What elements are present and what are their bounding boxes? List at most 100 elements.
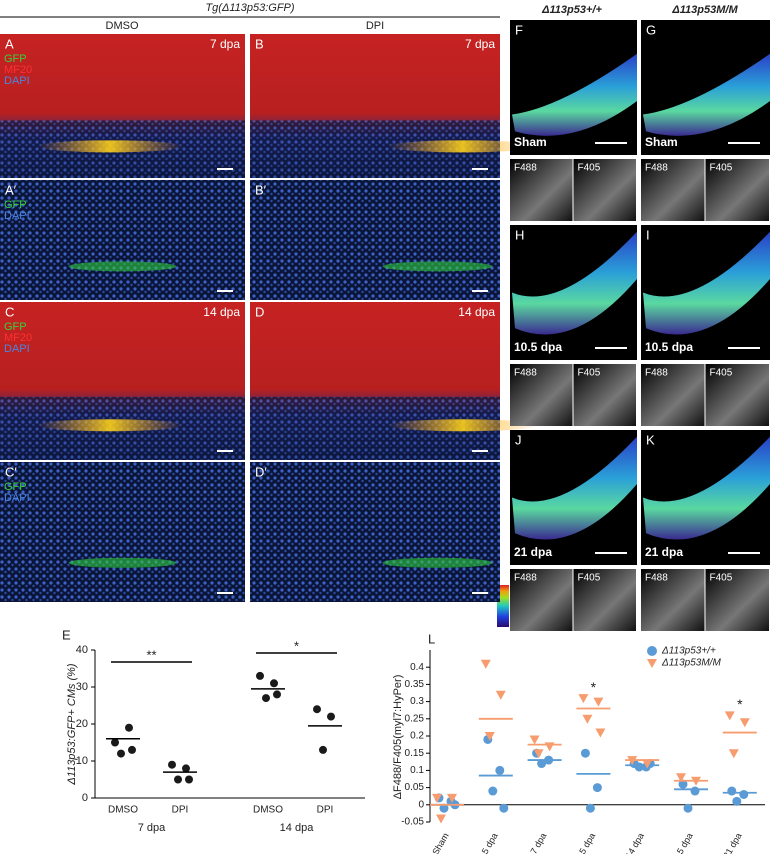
stain-label: GFP xyxy=(4,481,27,493)
channel-label: F405 xyxy=(710,573,733,584)
channel-image xyxy=(641,159,705,221)
data-point xyxy=(642,759,653,769)
y-tick-label: 0.3 xyxy=(410,696,424,707)
data-point xyxy=(595,728,606,738)
y-axis-label: Δ113p53:GFP+ CMs (%) xyxy=(66,663,78,786)
panel-letter: I xyxy=(646,227,650,242)
panel-letter: J xyxy=(515,432,522,447)
micrograph xyxy=(0,462,245,602)
significance-label: * xyxy=(591,679,597,695)
condition-label: 10.5 dpa xyxy=(645,340,693,354)
condition-label: 21 dpa xyxy=(514,545,552,559)
legend-label: Δ113p53M/M xyxy=(661,658,721,669)
y-tick-label: 30 xyxy=(76,681,88,693)
figure-title: Tg(Δ113p53:GFP) xyxy=(205,2,294,14)
data-point xyxy=(495,690,506,700)
data-point xyxy=(739,718,750,728)
panel-letter: F xyxy=(515,22,523,37)
x-tick-label: 10.5 dpa xyxy=(571,831,597,854)
data-point xyxy=(273,690,281,699)
column-label: DPI xyxy=(366,20,384,32)
data-point xyxy=(439,803,449,813)
channel-label: F488 xyxy=(645,573,668,584)
data-point xyxy=(582,714,593,724)
significance-label: * xyxy=(737,696,743,712)
y-tick-label: 0 xyxy=(82,792,88,804)
gfp-signal xyxy=(68,261,177,272)
panel-letter: C′ xyxy=(5,464,17,479)
data-point xyxy=(182,764,190,773)
data-point xyxy=(185,775,193,784)
panel-letter: G xyxy=(646,22,656,37)
x-tick-label: 14 dpa xyxy=(624,831,646,854)
data-point xyxy=(727,786,737,796)
hyper-signal xyxy=(643,231,770,335)
data-point xyxy=(262,694,270,703)
channel-label: F405 xyxy=(578,573,601,584)
channel-label: F405 xyxy=(710,368,733,379)
data-point xyxy=(676,773,686,783)
data-point xyxy=(270,679,278,688)
panel-letter: B′ xyxy=(255,182,267,197)
significance-label: ** xyxy=(146,647,156,662)
stain-label: MF20 xyxy=(4,64,32,76)
panel-letter: K xyxy=(646,432,655,447)
data-point xyxy=(128,745,136,754)
data-point xyxy=(537,759,547,769)
channel-label: F488 xyxy=(645,163,668,174)
panel-letter: A′ xyxy=(5,182,17,197)
genotype-label: Δ113p53+/+ xyxy=(541,4,602,16)
x-tick-label: DPI xyxy=(317,805,334,816)
y-axis-label: ΔF488/F405(myl7:HyPer) xyxy=(392,675,404,800)
channel-image xyxy=(705,159,769,221)
stain-label: GFP xyxy=(4,53,27,65)
column-label: DMSO xyxy=(106,20,139,32)
data-point xyxy=(117,749,125,758)
channel-image xyxy=(573,569,636,631)
channel-image xyxy=(705,569,769,631)
condition-label: Sham xyxy=(645,135,678,149)
data-point xyxy=(739,789,749,799)
gfp-signal xyxy=(382,557,493,568)
data-point xyxy=(580,748,590,758)
legend-marker xyxy=(647,646,657,656)
group-label: 14 dpa xyxy=(280,822,315,834)
panel-letter: D′ xyxy=(255,464,267,479)
group-label: 7 dpa xyxy=(138,822,166,834)
data-point xyxy=(499,803,509,813)
data-point xyxy=(683,803,693,813)
hyper-signal xyxy=(512,53,637,136)
panel-letter: C xyxy=(5,304,14,319)
time-label: 7 dpa xyxy=(465,37,495,51)
legend-label: Δ113p53+/+ xyxy=(661,646,716,657)
panel-letter: A xyxy=(5,36,14,51)
stain-label: DAPI xyxy=(4,210,30,222)
gfp-signal xyxy=(387,140,538,153)
panel-letter: L xyxy=(428,631,435,646)
data-point xyxy=(690,786,700,796)
gfp-signal xyxy=(36,140,184,153)
channel-label: F488 xyxy=(514,163,537,174)
data-point xyxy=(480,659,491,669)
data-point xyxy=(593,697,604,707)
data-point xyxy=(728,749,739,759)
micrograph xyxy=(0,180,245,300)
stain-label: DAPI xyxy=(4,492,30,504)
y-tick-label: 0 xyxy=(418,799,424,810)
stain-label: GFP xyxy=(4,199,27,211)
time-label: 7 dpa xyxy=(210,37,240,51)
x-tick-label: DPI xyxy=(172,805,189,816)
x-tick-label: 3.5 dpa xyxy=(476,831,500,854)
data-point xyxy=(319,745,327,754)
data-point xyxy=(432,793,442,803)
data-point xyxy=(168,760,176,769)
y-tick-label: 40 xyxy=(76,644,88,656)
data-point xyxy=(592,783,602,793)
legend-marker xyxy=(647,659,657,668)
channel-image xyxy=(641,364,705,426)
x-tick-label: 17.5 dpa xyxy=(669,831,695,854)
hyper-signal xyxy=(512,231,637,335)
significance-label: * xyxy=(294,638,299,653)
genotype-label: Δ113p53M/M xyxy=(671,4,738,16)
